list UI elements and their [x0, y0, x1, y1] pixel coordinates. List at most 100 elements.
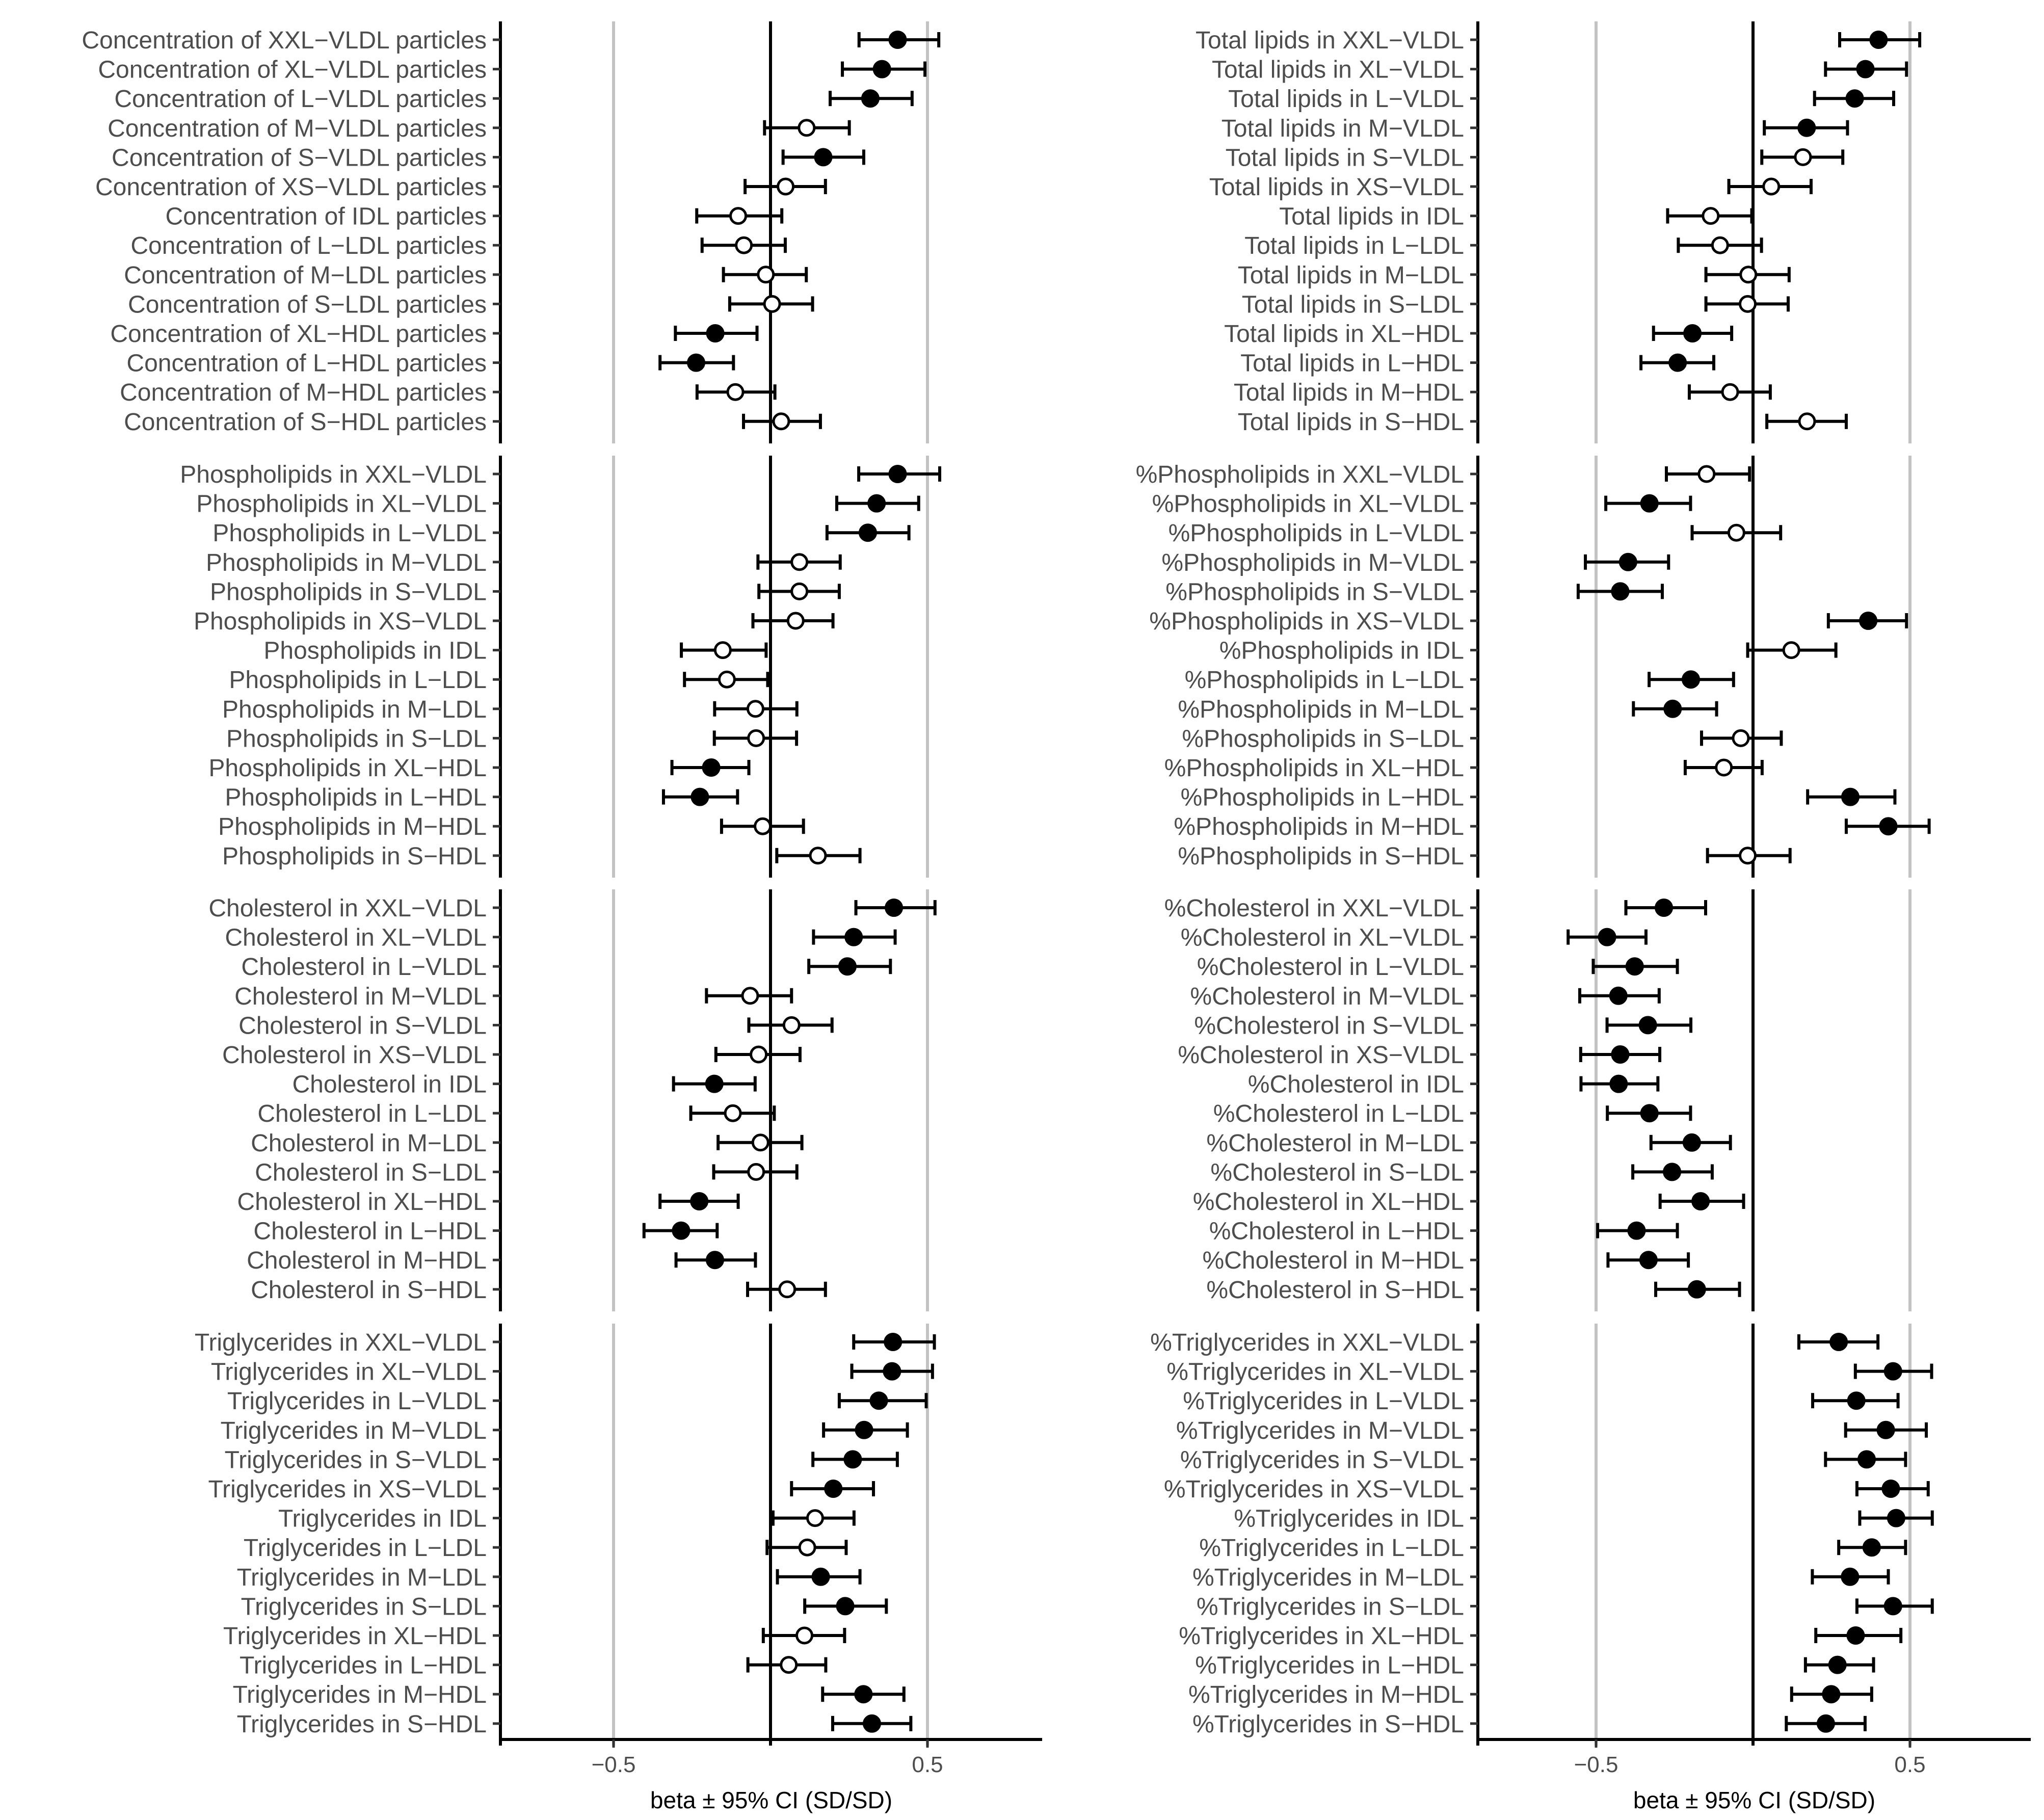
point-estimate-open	[806, 1509, 824, 1527]
estimate	[1844, 817, 1931, 836]
estimate	[1760, 148, 1845, 166]
y-tick-label: Cholesterol in IDL	[292, 1071, 487, 1098]
estimate	[1683, 758, 1764, 777]
point-estimate-filled	[1859, 612, 1878, 630]
estimate	[1658, 1192, 1745, 1210]
point-estimate-filled	[1828, 1655, 1847, 1674]
estimate	[1806, 787, 1897, 806]
y-tick-label: Total lipids in L−LDL	[1244, 232, 1464, 259]
estimate	[1631, 1163, 1714, 1181]
y-tick-label: Total lipids in XXL−VLDL	[1196, 27, 1464, 54]
point-estimate-filled	[690, 1192, 709, 1210]
point-estimate-open	[747, 1163, 765, 1181]
estimate	[670, 758, 751, 777]
point-estimate-filled	[1640, 1104, 1659, 1123]
point-estimate-filled	[1845, 89, 1864, 108]
y-tick-label: %Cholesterol in S−LDL	[1210, 1159, 1464, 1186]
y-tick-label: %Triglycerides in M−HDL	[1188, 1681, 1464, 1708]
point-estimate-open	[1798, 412, 1816, 431]
point-estimate-filled	[888, 465, 907, 483]
estimate	[1855, 1597, 1934, 1616]
estimate	[854, 899, 937, 917]
estimate	[1765, 412, 1848, 431]
point-estimate-filled	[855, 1420, 873, 1439]
estimate	[1579, 1045, 1662, 1064]
point-estimate-open	[1721, 383, 1739, 401]
x-axis-title: beta ± 95% CI (SD/SD)	[1633, 1787, 1875, 1813]
point-estimate-open	[782, 1016, 801, 1034]
y-tick-label: Cholesterol in L−LDL	[257, 1100, 487, 1127]
y-tick-label: Phospholipids in M−VLDL	[206, 549, 487, 576]
point-estimate-open	[809, 847, 827, 865]
y-tick-label: Concentration of XS−VLDL particles	[95, 174, 487, 201]
y-tick-label: Phospholipids in L−LDL	[229, 667, 487, 694]
point-estimate-open	[1762, 177, 1781, 196]
y-tick-label: Triglycerides in L−LDL	[244, 1535, 487, 1562]
y-tick-label: Total lipids in S−LDL	[1242, 291, 1464, 318]
point-estimate-open	[746, 700, 764, 718]
y-tick-label: %Phospholipids in M−LDL	[1178, 696, 1464, 723]
y-tick-label: %Triglycerides in S−LDL	[1197, 1593, 1464, 1620]
point-estimate-filled	[1856, 60, 1875, 78]
estimate	[1763, 118, 1849, 137]
y-tick-label: Triglycerides in M−HDL	[233, 1681, 487, 1708]
point-estimate-open	[763, 295, 781, 313]
estimate	[1746, 641, 1838, 660]
point-estimate-open	[798, 1538, 816, 1557]
point-estimate-open	[735, 236, 753, 254]
y-tick-label: %Triglycerides in XL−HDL	[1179, 1623, 1464, 1650]
estimate	[672, 1074, 757, 1093]
y-tick-label: Triglycerides in L−HDL	[240, 1652, 487, 1679]
x-tick-label: 0.5	[1894, 1752, 1925, 1777]
estimate	[1838, 31, 1922, 49]
y-tick-label: %Phospholipids in XL−HDL	[1164, 755, 1464, 782]
estimate	[775, 847, 862, 865]
y-tick-label: %Cholesterol in S−VLDL	[1194, 1012, 1464, 1039]
estimate	[1624, 899, 1707, 917]
y-tick-label: Cholesterol in M−LDL	[251, 1130, 487, 1157]
y-tick-label: Total lipids in XL−VLDL	[1212, 57, 1464, 84]
y-tick-label: %Cholesterol in IDL	[1248, 1071, 1464, 1098]
point-estimate-filled	[1857, 1450, 1876, 1469]
estimate	[1811, 1391, 1900, 1410]
estimate	[835, 494, 920, 513]
estimate	[1727, 177, 1813, 196]
point-estimate-filled	[705, 1074, 724, 1093]
estimate	[1579, 1074, 1660, 1093]
estimate	[1803, 1655, 1875, 1674]
y-tick-label: Phospholipids in L−HDL	[225, 784, 487, 811]
estimate	[1605, 1016, 1693, 1035]
y-tick-label: Concentration of L−VLDL particles	[114, 86, 487, 113]
y-tick-label: Total lipids in IDL	[1279, 203, 1464, 230]
estimate	[841, 60, 927, 78]
estimate	[1704, 295, 1790, 313]
y-tick-label: Concentration of S−LDL particles	[128, 291, 487, 318]
point-estimate-filled	[1876, 1420, 1895, 1439]
point-estimate-open	[790, 553, 809, 571]
estimate	[695, 383, 777, 401]
y-tick-label: %Triglycerides in S−HDL	[1192, 1711, 1464, 1738]
y-tick-label: %Triglycerides in L−VLDL	[1183, 1388, 1464, 1415]
y-tick-label: Cholesterol in L−HDL	[253, 1218, 487, 1245]
y-tick-label: %Cholesterol in L−VLDL	[1197, 954, 1464, 981]
point-estimate-filled	[858, 523, 877, 542]
point-estimate-filled	[885, 899, 904, 917]
point-estimate-open	[1732, 729, 1750, 747]
y-tick-label: Cholesterol in XL−HDL	[237, 1189, 487, 1216]
point-estimate-open	[795, 1626, 814, 1645]
estimate	[642, 1221, 719, 1240]
point-estimate-filled	[1683, 324, 1702, 342]
estimate	[700, 236, 787, 254]
estimate	[1648, 670, 1735, 689]
estimate	[1826, 612, 1908, 630]
point-estimate-filled	[824, 1480, 843, 1498]
y-tick-label: Total lipids in XL−HDL	[1224, 321, 1464, 348]
panel-triglycerides: %Triglycerides in XXL−VLDL %Triglycerides…	[1150, 1324, 1934, 1746]
y-tick-label: %Triglycerides in M−VLDL	[1176, 1417, 1464, 1444]
estimate	[1797, 1333, 1880, 1351]
estimate	[751, 612, 835, 630]
y-tick-label: Triglycerides in S−LDL	[241, 1593, 487, 1620]
y-tick-label: Phospholipids in S−LDL	[226, 725, 487, 752]
y-tick-label: Triglycerides in XXL−VLDL	[195, 1329, 487, 1356]
point-estimate-filled	[1638, 1016, 1657, 1035]
